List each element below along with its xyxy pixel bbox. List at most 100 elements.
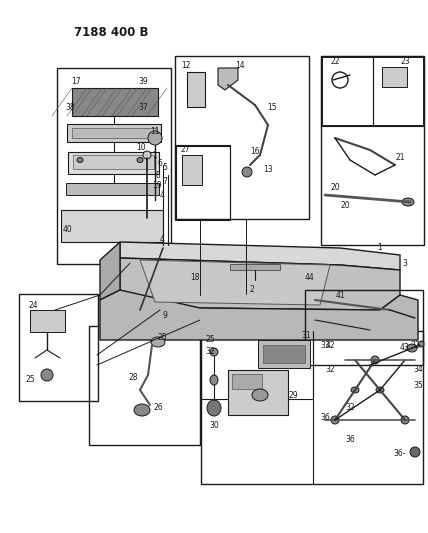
Ellipse shape <box>143 151 151 159</box>
Text: 2: 2 <box>250 286 254 295</box>
Text: 26: 26 <box>153 403 163 413</box>
Text: 20: 20 <box>340 200 350 209</box>
Bar <box>176 146 230 219</box>
Text: 38: 38 <box>65 102 74 111</box>
Bar <box>321 56 424 245</box>
Ellipse shape <box>376 387 384 393</box>
Text: 42: 42 <box>325 341 335 350</box>
Polygon shape <box>100 242 120 300</box>
Bar <box>263 345 305 363</box>
Ellipse shape <box>77 157 83 163</box>
Text: 35: 35 <box>413 381 423 390</box>
Bar <box>73 155 154 169</box>
Text: 32: 32 <box>410 341 420 350</box>
Polygon shape <box>120 242 400 270</box>
Bar <box>61 210 163 242</box>
Text: 30: 30 <box>209 421 219 430</box>
Text: 27: 27 <box>180 144 190 154</box>
Text: 31: 31 <box>301 332 311 341</box>
Bar <box>258 340 310 368</box>
Text: 40: 40 <box>63 225 73 235</box>
Text: 1: 1 <box>152 151 157 160</box>
Bar <box>68 152 159 174</box>
Text: 37: 37 <box>138 102 148 111</box>
Text: 25: 25 <box>205 335 215 344</box>
Text: 32: 32 <box>325 366 335 375</box>
Bar <box>175 145 230 220</box>
Ellipse shape <box>134 404 150 416</box>
Ellipse shape <box>210 375 218 385</box>
Bar <box>373 57 423 125</box>
Bar <box>66 183 159 195</box>
Ellipse shape <box>351 387 359 393</box>
Text: 8: 8 <box>156 171 160 180</box>
Text: 32: 32 <box>345 403 355 413</box>
Bar <box>187 72 205 107</box>
Bar <box>201 331 313 399</box>
Polygon shape <box>218 68 238 90</box>
Bar <box>57 68 171 264</box>
Text: 41: 41 <box>335 290 345 300</box>
Ellipse shape <box>41 369 53 381</box>
Ellipse shape <box>207 400 221 416</box>
Text: 19: 19 <box>152 182 162 190</box>
Ellipse shape <box>418 341 424 347</box>
Bar <box>228 370 288 415</box>
Text: 4: 4 <box>160 190 164 199</box>
Text: 28: 28 <box>128 374 138 383</box>
Text: 39: 39 <box>138 77 148 86</box>
Ellipse shape <box>407 344 417 352</box>
Text: 32: 32 <box>205 348 215 357</box>
Text: 34: 34 <box>413 366 423 375</box>
Text: 4: 4 <box>160 236 164 245</box>
Ellipse shape <box>242 167 252 177</box>
Bar <box>72 128 156 138</box>
Ellipse shape <box>148 131 162 145</box>
Text: 20: 20 <box>330 183 340 192</box>
Polygon shape <box>120 258 400 310</box>
Ellipse shape <box>210 348 218 356</box>
Bar <box>89 326 200 445</box>
Ellipse shape <box>331 416 339 424</box>
Ellipse shape <box>151 337 165 347</box>
Text: 36: 36 <box>320 414 330 423</box>
Ellipse shape <box>137 157 143 163</box>
Bar <box>230 264 280 270</box>
Text: 10: 10 <box>136 143 146 152</box>
Text: 44: 44 <box>305 273 315 282</box>
Text: 21: 21 <box>395 154 405 163</box>
Text: 24: 24 <box>28 301 38 310</box>
Text: 14: 14 <box>235 61 245 70</box>
Bar <box>305 290 423 365</box>
Bar <box>30 310 65 332</box>
Text: 25: 25 <box>157 334 167 343</box>
Bar <box>322 57 373 125</box>
Bar <box>175 56 309 219</box>
Text: 25: 25 <box>25 376 35 384</box>
Ellipse shape <box>401 416 409 424</box>
Text: 12: 12 <box>181 61 191 70</box>
Bar <box>67 124 161 142</box>
Polygon shape <box>100 290 418 340</box>
Text: 1: 1 <box>377 244 382 253</box>
Text: 18: 18 <box>190 272 200 281</box>
Polygon shape <box>140 260 330 305</box>
Text: 33: 33 <box>320 341 330 350</box>
Ellipse shape <box>371 356 379 364</box>
Text: 6: 6 <box>158 158 163 167</box>
Text: 36-: 36- <box>394 448 406 457</box>
Bar <box>232 374 262 389</box>
Text: 3: 3 <box>403 259 407 268</box>
Text: 17: 17 <box>71 77 80 86</box>
Text: 7188 400 B: 7188 400 B <box>74 26 149 38</box>
Text: 36: 36 <box>345 435 355 445</box>
Text: 29: 29 <box>288 391 298 400</box>
Text: 5: 5 <box>163 164 167 173</box>
Text: 15: 15 <box>267 103 277 112</box>
Bar <box>182 155 202 185</box>
Ellipse shape <box>402 198 414 206</box>
Bar <box>201 331 423 484</box>
Bar <box>72 88 158 116</box>
Bar <box>19 294 98 401</box>
Bar <box>321 56 373 126</box>
